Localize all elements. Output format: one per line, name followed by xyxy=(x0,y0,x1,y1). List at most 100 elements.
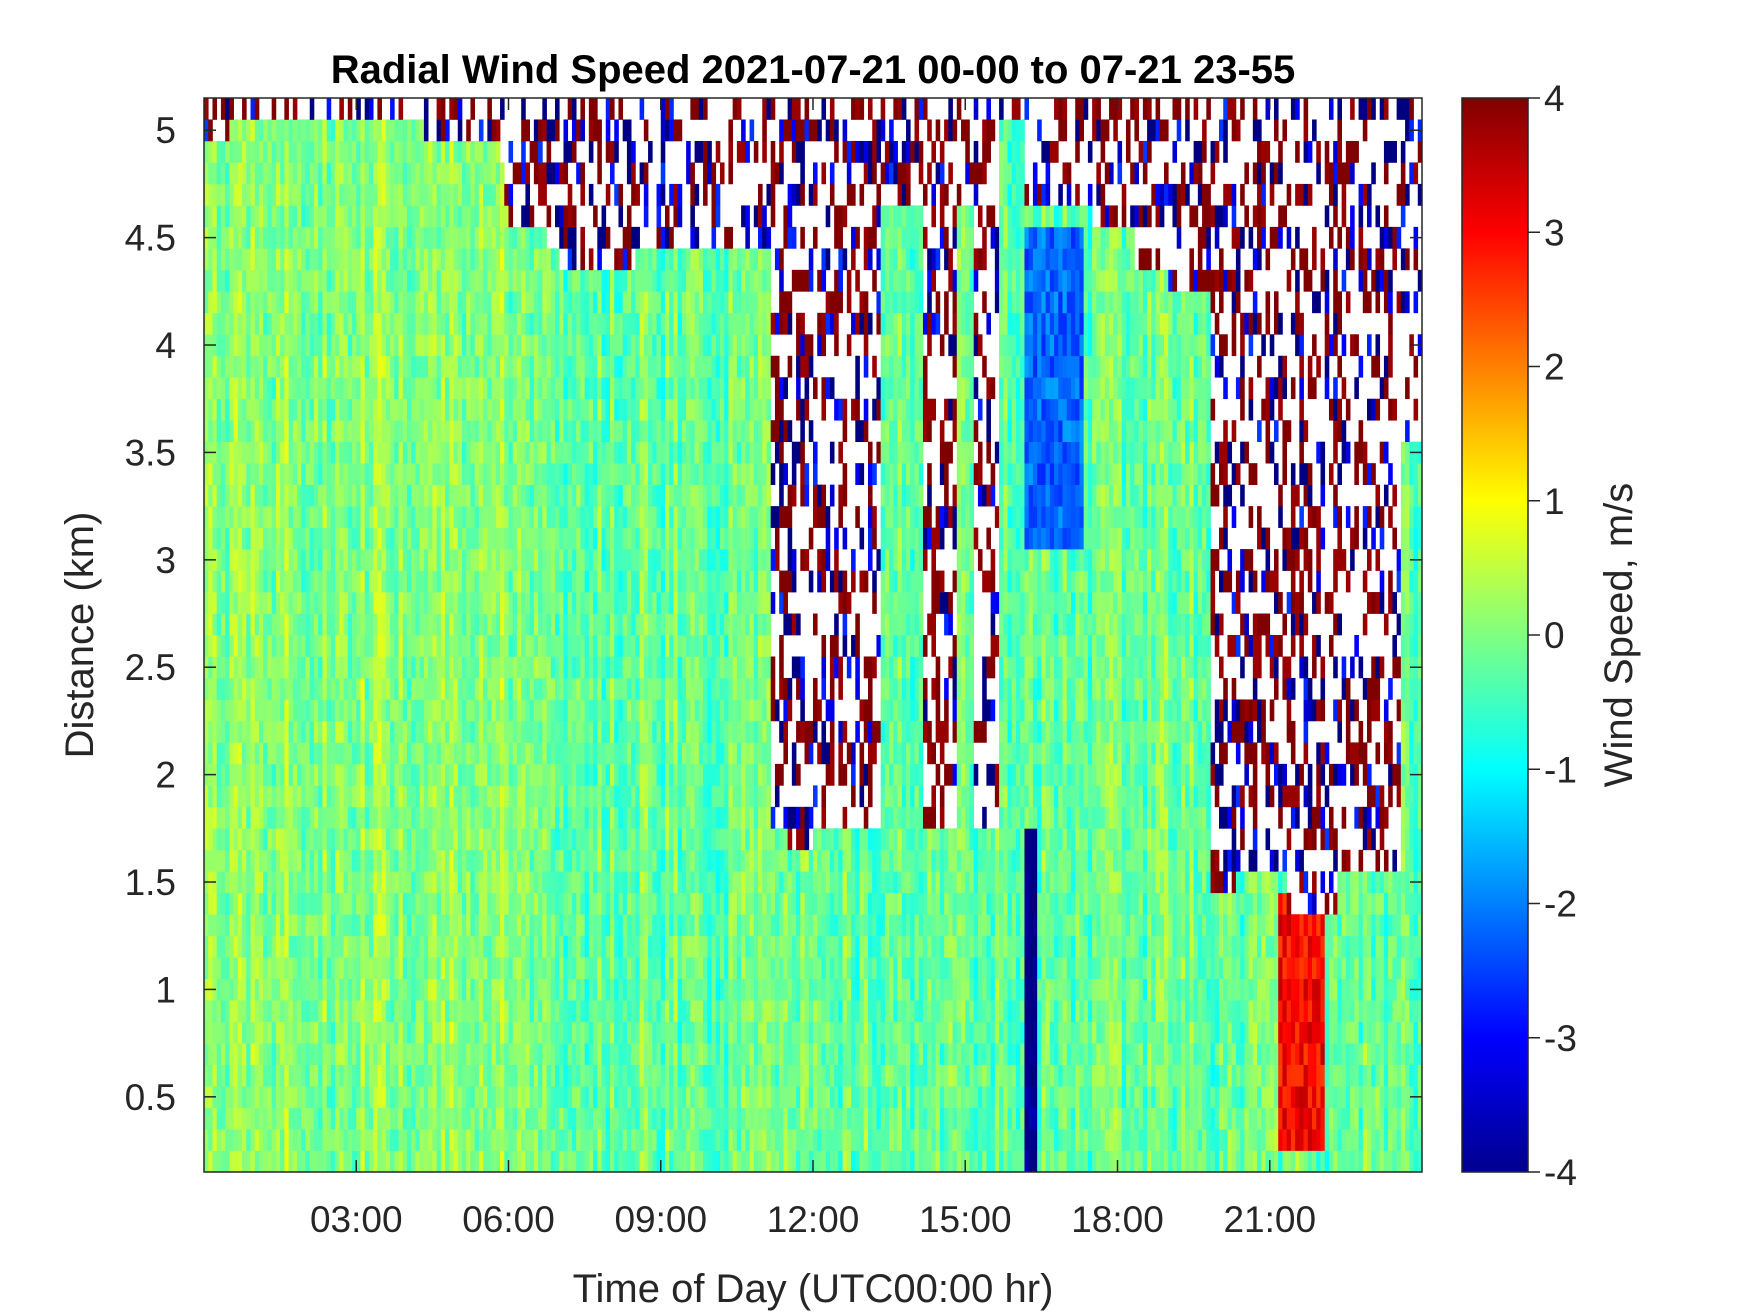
heatmap-cell xyxy=(432,140,437,163)
heatmap-cell xyxy=(330,205,336,228)
heatmap-cell xyxy=(449,205,454,228)
heatmap-cell xyxy=(233,162,239,185)
heatmap-cell xyxy=(605,635,611,657)
heatmap-cell xyxy=(246,613,251,636)
heatmap-cell xyxy=(597,527,602,550)
heatmap-cell xyxy=(428,613,433,636)
heatmap-cell xyxy=(394,1150,399,1172)
heatmap-cell xyxy=(335,849,340,872)
heatmap-cell xyxy=(588,334,594,357)
heatmap-cell xyxy=(356,570,361,593)
heatmap-cell xyxy=(618,699,624,722)
heatmap-cell xyxy=(297,763,302,786)
heatmap-cell xyxy=(318,205,323,228)
heatmap-cell xyxy=(529,785,535,808)
heatmap-cell xyxy=(373,957,378,980)
heatmap-cell xyxy=(318,334,323,357)
heatmap-cell xyxy=(246,205,251,228)
heatmap-cell xyxy=(521,635,526,657)
heatmap-cell xyxy=(318,226,323,249)
heatmap-cell xyxy=(563,892,569,915)
heatmap-cell xyxy=(339,506,344,528)
heatmap-cell xyxy=(605,1064,611,1087)
heatmap-cell xyxy=(402,785,408,808)
heatmap-cell xyxy=(216,1064,222,1087)
heatmap-cell xyxy=(212,699,218,722)
heatmap-cell xyxy=(584,935,590,958)
heatmap-cell xyxy=(385,527,391,550)
heatmap-cell xyxy=(305,699,311,722)
heatmap-cell xyxy=(593,720,598,743)
heatmap-cell xyxy=(322,699,327,722)
heatmap-cell xyxy=(428,592,433,614)
heatmap-cell xyxy=(508,957,514,980)
heatmap-cell xyxy=(449,785,454,808)
heatmap-cell xyxy=(529,441,535,464)
heatmap-cell xyxy=(580,742,585,765)
heatmap-cell xyxy=(322,720,327,743)
heatmap-cell xyxy=(500,226,505,249)
heatmap-cell xyxy=(377,957,382,980)
heatmap-cell xyxy=(597,441,602,464)
heatmap-cell xyxy=(220,914,226,937)
heatmap-cell xyxy=(483,720,488,743)
heatmap-cell xyxy=(297,183,302,206)
heatmap-cell xyxy=(335,570,340,593)
heatmap-cell xyxy=(631,1043,636,1065)
heatmap-cell xyxy=(474,1107,480,1130)
heatmap-cell xyxy=(432,1000,437,1022)
heatmap-cell xyxy=(555,162,560,185)
heatmap-cell xyxy=(407,226,412,249)
heatmap-cell xyxy=(571,806,577,829)
heatmap-cell xyxy=(343,978,349,1001)
heatmap-cell xyxy=(419,1107,425,1130)
heatmap-cell xyxy=(597,248,602,271)
heatmap-cell xyxy=(292,1043,298,1065)
heatmap-cell xyxy=(385,549,391,571)
heatmap-cell xyxy=(250,849,256,872)
heatmap-cell xyxy=(639,935,645,958)
heatmap-cell xyxy=(478,1000,484,1022)
heatmap-cell xyxy=(297,269,302,292)
heatmap-cell xyxy=(588,269,594,292)
heatmap-cell xyxy=(542,119,547,142)
heatmap-cell xyxy=(229,183,234,206)
heatmap-cell xyxy=(466,806,471,829)
heatmap-cell xyxy=(377,226,382,249)
heatmap-cell xyxy=(220,1043,226,1065)
heatmap-cell xyxy=(267,162,273,185)
heatmap-cell xyxy=(322,935,327,958)
heatmap-cell xyxy=(288,549,294,571)
heatmap-cell xyxy=(508,1064,514,1087)
heatmap-cell xyxy=(415,785,421,808)
heatmap-cell xyxy=(584,484,590,507)
heatmap-cell xyxy=(580,1064,585,1087)
heatmap-cell xyxy=(368,978,374,1001)
heatmap-cell xyxy=(225,140,230,163)
heatmap-cell xyxy=(212,248,218,271)
heatmap-cell xyxy=(313,699,319,722)
heatmap-cell xyxy=(453,355,459,378)
heatmap-cell xyxy=(533,742,539,765)
heatmap-cell xyxy=(271,183,277,206)
heatmap-cell xyxy=(516,162,522,185)
heatmap-cell xyxy=(478,849,484,872)
heatmap-cell xyxy=(563,677,569,700)
heatmap-cell xyxy=(335,1021,340,1044)
heatmap-cell xyxy=(212,269,218,292)
heatmap-cell xyxy=(258,806,264,829)
heatmap-cell xyxy=(271,506,277,528)
heatmap-cell xyxy=(237,849,243,872)
heatmap-cell xyxy=(246,570,251,593)
heatmap-cell xyxy=(280,205,285,228)
heatmap-cell xyxy=(605,1129,611,1151)
heatmap-cell xyxy=(297,978,302,1001)
heatmap-cell xyxy=(385,1107,391,1130)
heatmap-cell xyxy=(529,355,535,378)
heatmap-cell xyxy=(622,785,628,808)
heatmap-cell xyxy=(563,1064,569,1087)
heatmap-cell xyxy=(538,806,543,829)
heatmap-cell xyxy=(313,527,319,550)
heatmap-cell xyxy=(567,785,573,808)
heatmap-cell xyxy=(263,484,268,507)
